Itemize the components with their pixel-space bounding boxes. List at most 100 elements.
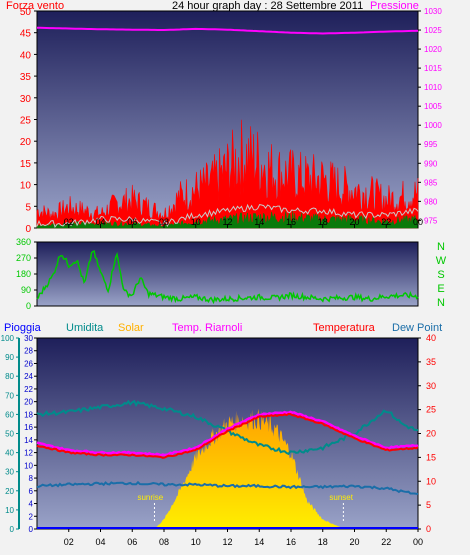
- x-tick-label: 16: [286, 537, 296, 547]
- pressure-tick-label: 995: [424, 140, 438, 149]
- temp-tick-label: 35: [426, 357, 436, 367]
- wind-tick-label: 40: [20, 50, 32, 61]
- humidity-tick-label: 12: [24, 449, 33, 458]
- x-tick-label: 10: [191, 217, 201, 227]
- sunrise-label: sunrise: [137, 493, 163, 502]
- rain-label: Pioggia: [4, 322, 42, 334]
- temp-tick-label: 25: [426, 405, 436, 415]
- x-tick-label: 08: [159, 537, 169, 547]
- wind-tick-label: 5: [25, 202, 31, 213]
- humidity-tick-label: 2: [29, 512, 34, 521]
- pressure-tick-label: 985: [424, 178, 438, 187]
- x-tick-label: 02: [64, 537, 74, 547]
- temperature-line: [36, 412, 419, 459]
- humidity-tick-label: 26: [24, 359, 33, 368]
- x-tick-label: 16: [286, 217, 296, 227]
- compass-label: W: [436, 255, 447, 267]
- wind-tick-label: 45: [20, 29, 32, 40]
- x-tick-label: 08: [159, 217, 169, 227]
- x-tick-label: 14: [254, 217, 264, 227]
- temp-tick-label: 5: [426, 500, 431, 510]
- rain-tick-label: 60: [5, 410, 14, 419]
- wind-axis-title: Forza vento: [6, 0, 64, 12]
- direction-tick-label: 360: [16, 237, 31, 247]
- direction-tick-label: 90: [21, 285, 31, 295]
- x-tick-label: 06: [127, 217, 137, 227]
- pressure-tick-label: 1005: [424, 102, 442, 111]
- compass-label: S: [437, 269, 444, 281]
- sunset-label: sunset: [329, 493, 353, 502]
- x-tick-label: 20: [349, 537, 359, 547]
- wind-tick-label: 0: [25, 224, 31, 235]
- temp-tick-label: 10: [426, 476, 436, 486]
- direction-tick-label: 270: [16, 253, 31, 263]
- humidity-tick-label: 30: [24, 334, 33, 343]
- heat-index-label: Temp. Riarnoli: [172, 322, 242, 334]
- wind-tick-label: 30: [20, 94, 32, 105]
- pressure-tick-label: 1025: [424, 26, 442, 35]
- rain-tick-label: 90: [5, 353, 14, 362]
- compass-label: N: [437, 297, 445, 309]
- pressure-tick-label: 980: [424, 197, 438, 206]
- direction-tick-label: 180: [16, 269, 31, 279]
- pressure-line: [37, 26, 419, 35]
- x-tick-label: 12: [222, 537, 232, 547]
- humidity-tick-label: 22: [24, 385, 33, 394]
- humidity-tick-label: 4: [29, 500, 34, 509]
- humidity-tick-label: 10: [24, 461, 33, 470]
- x-tick-label: 22: [381, 537, 391, 547]
- pressure-tick-label: 1010: [424, 83, 442, 92]
- x-tick-label: 06: [127, 537, 137, 547]
- rain-tick-label: 80: [5, 372, 14, 381]
- x-tick-label: 00: [413, 537, 423, 547]
- chart-title: 24 hour graph day : 28 Settembre 2011: [172, 0, 363, 12]
- rain-tick-label: 40: [5, 449, 14, 458]
- humidity-tick-label: 24: [24, 372, 33, 381]
- rain-tick-label: 30: [5, 468, 14, 477]
- temperature-label: Temperatura: [313, 322, 376, 334]
- wind-tick-label: 35: [20, 72, 32, 83]
- x-tick-label: 14: [254, 537, 264, 547]
- temperature-panel: sunrise sunset010203040506070809010002468…: [1, 333, 436, 547]
- rain-tick-label: 20: [5, 487, 14, 496]
- wind-direction-plot-area: [36, 241, 419, 307]
- solar-area: [154, 408, 347, 529]
- x-tick-label: 10: [191, 537, 201, 547]
- wind-direction-line: [36, 250, 419, 305]
- pressure-tick-label: 1015: [424, 64, 442, 73]
- temp-tick-label: 15: [426, 452, 436, 462]
- humidity-tick-label: 6: [29, 487, 34, 496]
- rain-tick-label: 0: [10, 525, 15, 534]
- compass-label: E: [437, 283, 444, 295]
- pressure-tick-label: 1000: [424, 121, 442, 130]
- wind-tick-label: 15: [20, 159, 32, 170]
- wind-average-line: [36, 203, 419, 228]
- humidity-tick-label: 8: [29, 474, 34, 483]
- wind-pressure-panel: 0510152025303540455097598098599099510001…: [20, 7, 442, 235]
- x-tick-label: 00: [413, 217, 423, 227]
- pressure-tick-label: 990: [424, 159, 438, 168]
- pressure-tick-label: 1030: [424, 7, 442, 16]
- rain-tick-label: 50: [5, 430, 14, 439]
- wind-tick-label: 25: [20, 116, 32, 127]
- x-tick-label: 04: [95, 217, 105, 227]
- x-tick-label: 12: [222, 217, 232, 227]
- dew-point-line: [36, 480, 419, 495]
- wind-tick-label: 10: [20, 181, 32, 192]
- x-tick-label: 22: [381, 217, 391, 227]
- solar-label: Solar: [118, 322, 144, 334]
- compass-label: N: [437, 241, 445, 253]
- wind-gust-area: [36, 119, 419, 229]
- x-tick-label: 18: [318, 537, 328, 547]
- x-tick-label: 02: [64, 217, 74, 227]
- pressure-tick-label: 975: [424, 216, 438, 225]
- humidity-tick-label: 0: [29, 525, 34, 534]
- pressure-tick-label: 1020: [424, 45, 442, 54]
- rain-tick-label: 70: [5, 391, 14, 400]
- rain-tick-label: 100: [1, 334, 15, 343]
- x-tick-label: 20: [349, 217, 359, 227]
- humidity-tick-label: 20: [24, 398, 33, 407]
